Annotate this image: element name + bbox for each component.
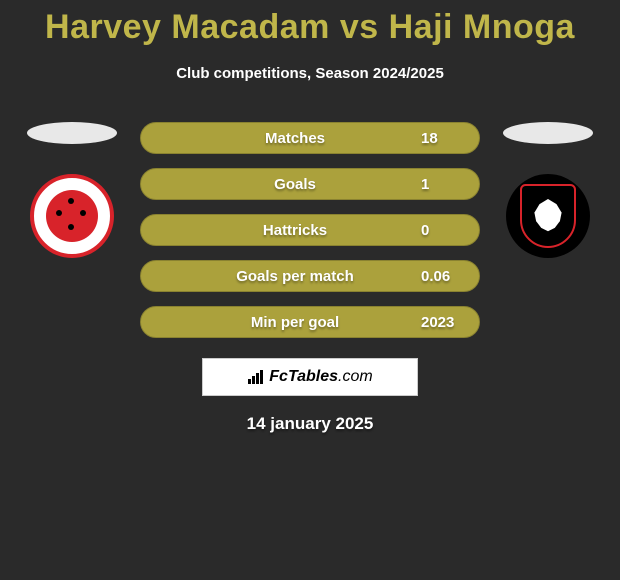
club-crest-salford	[506, 174, 590, 258]
branding-box: FcTables.com	[202, 358, 418, 396]
stat-row: Goals per match0.06	[140, 260, 480, 292]
logo-light: .com	[338, 368, 373, 385]
vs-separator: vs	[340, 8, 379, 46]
stat-row: Goals1	[140, 168, 480, 200]
lion-head-icon	[531, 199, 565, 233]
player-a-name: Harvey Macadam	[45, 8, 330, 46]
stat-value-right: 0.06	[421, 268, 479, 285]
player-b-silhouette-shadow	[503, 122, 593, 144]
player-a-silhouette-shadow	[27, 122, 117, 144]
club-crest-fleetwood	[30, 174, 114, 258]
comparison-title: Harvey Macadam vs Haji Mnoga	[0, 0, 620, 47]
stat-label: Hattricks	[169, 222, 421, 239]
player-b-column	[498, 122, 598, 258]
stat-label: Goals	[169, 176, 421, 193]
stat-row: Min per goal2023	[140, 306, 480, 338]
crest-detail	[46, 190, 98, 242]
stat-value-right: 2023	[421, 314, 479, 331]
chart-icon	[247, 370, 265, 384]
stat-value-right: 1	[421, 176, 479, 193]
stat-value-right: 18	[421, 130, 479, 147]
snapshot-date: 14 january 2025	[0, 414, 620, 434]
branding-text: FcTables.com	[269, 368, 372, 386]
player-b-name: Haji Mnoga	[389, 8, 575, 46]
logo-bold: FcTables	[269, 368, 338, 385]
comparison-body: Matches18 Goals1 Hattricks0 Goals per match…	[0, 122, 620, 338]
crest-shield	[520, 184, 576, 248]
stat-label: Goals per match	[169, 268, 421, 285]
stat-value-right: 0	[421, 222, 479, 239]
stat-row: Hattricks0	[140, 214, 480, 246]
stat-row: Matches18	[140, 122, 480, 154]
stat-label: Matches	[169, 130, 421, 147]
stats-column: Matches18 Goals1 Hattricks0 Goals per match…	[140, 122, 480, 338]
player-a-column	[22, 122, 122, 258]
stat-label: Min per goal	[169, 314, 421, 331]
competition-subtitle: Club competitions, Season 2024/2025	[0, 65, 620, 82]
crest-inner-circle	[46, 190, 98, 242]
